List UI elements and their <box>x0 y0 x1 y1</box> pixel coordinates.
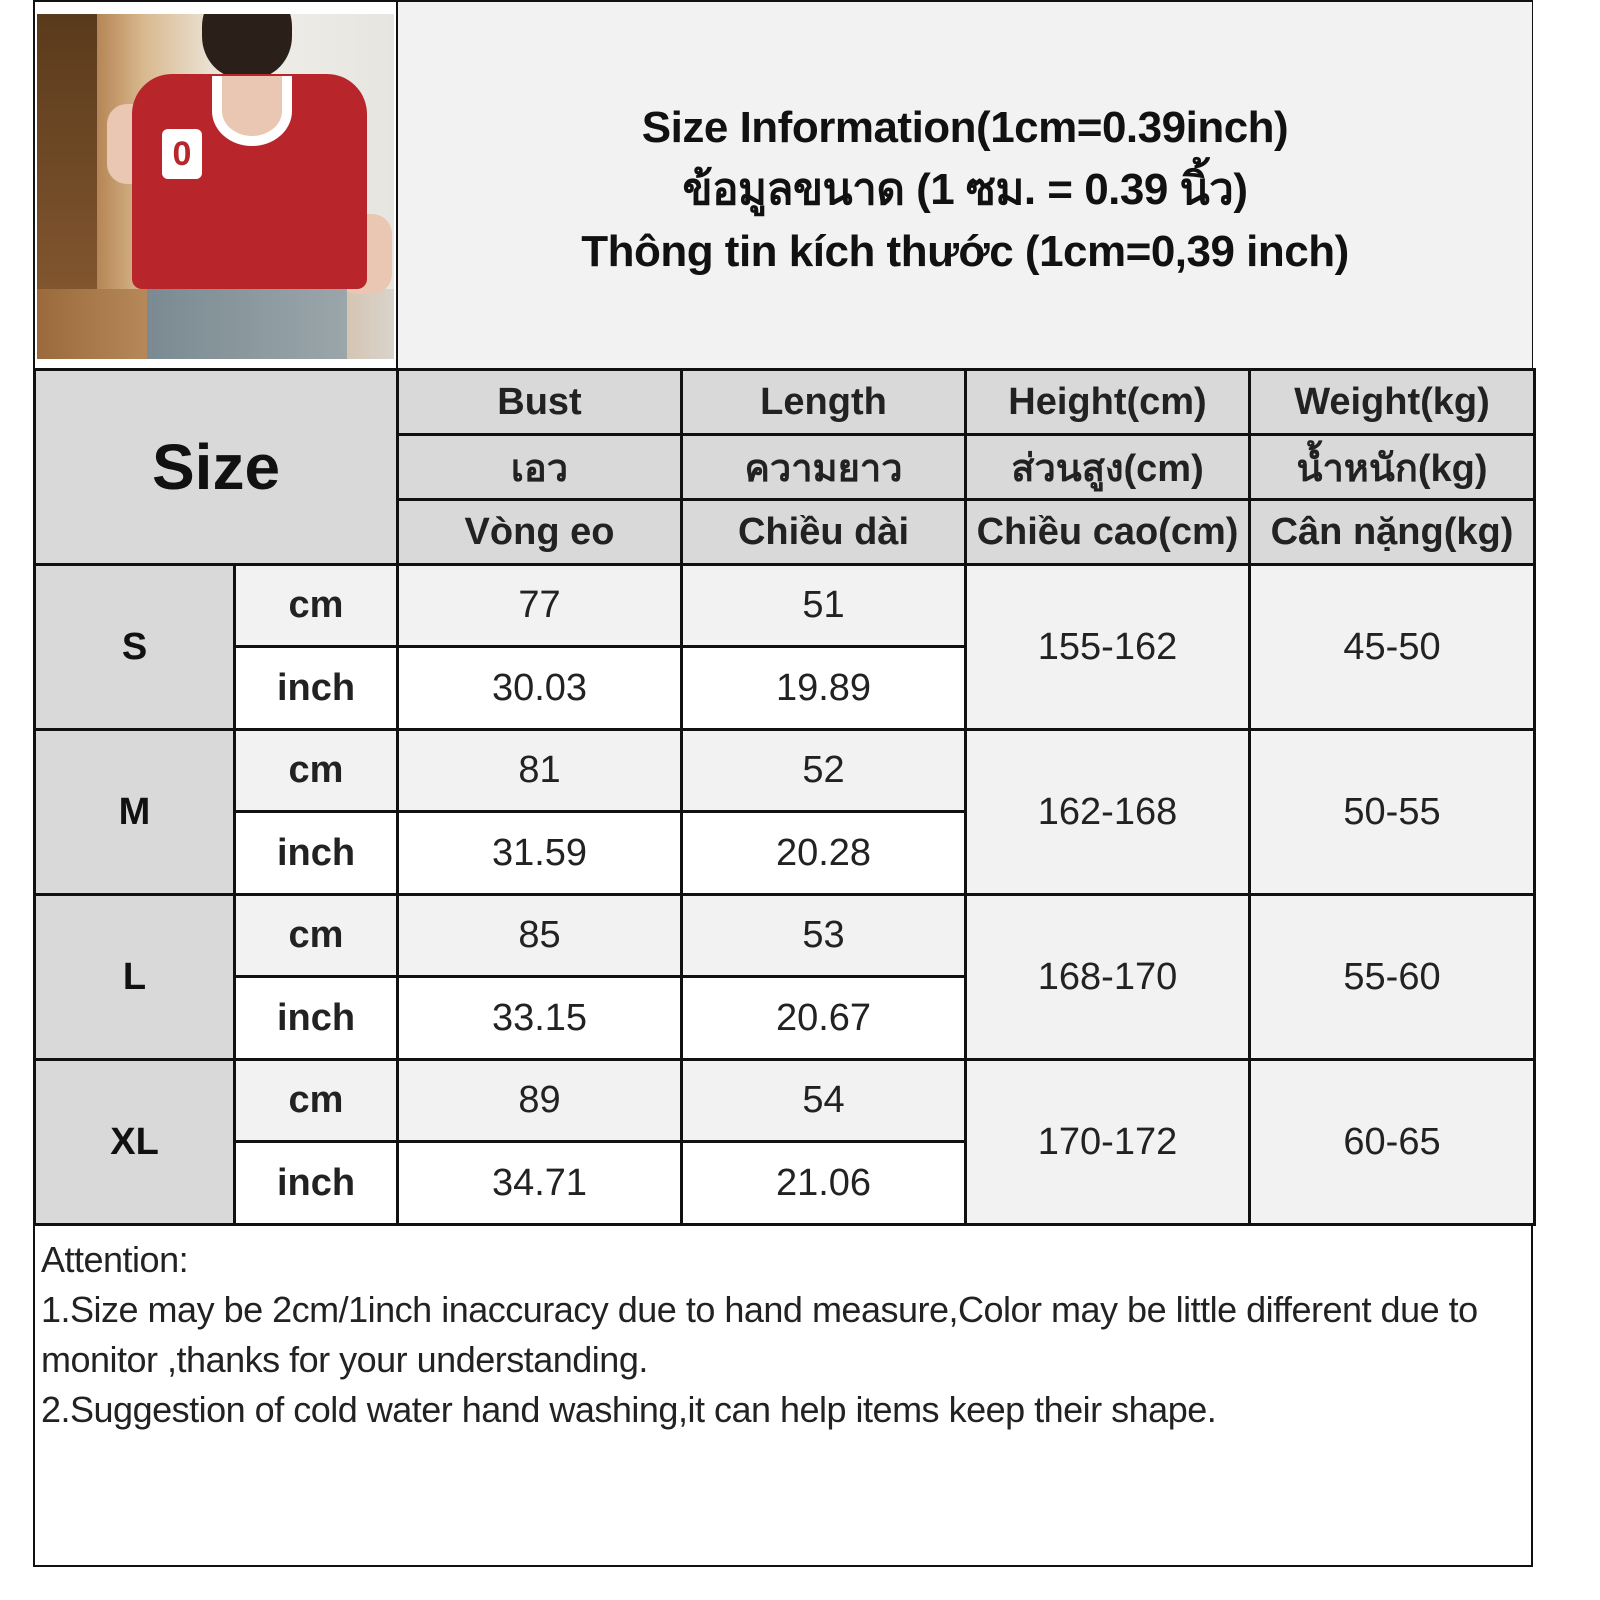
header-bust-th: เอว <box>396 433 683 501</box>
header-length-vi: Chiều dài <box>680 498 967 566</box>
bust-inch: 30.03 <box>396 645 683 731</box>
table-row: inch 33.15 20.67 <box>35 975 1535 1061</box>
weight-range: 55-60 <box>1248 893 1536 1061</box>
table-row: inch 34.71 21.06 <box>35 1140 1535 1226</box>
height-range: 162-168 <box>964 728 1251 896</box>
bust-cm: 77 <box>396 563 683 648</box>
header-bust-en: Bust <box>396 368 683 436</box>
bust-cm: 89 <box>396 1058 683 1143</box>
length-cm: 52 <box>680 728 967 813</box>
title-vietnamese: Thông tin kích thước (1cm=0,39 inch) <box>581 227 1349 276</box>
title-block: Size Information(1cm=0.39inch) ข้อมูลขนา… <box>396 2 1532 368</box>
unit-cm: cm <box>233 1058 399 1143</box>
unit-cm: cm <box>233 563 399 648</box>
size-header: Size <box>33 368 399 566</box>
header-weight-vi: Cân nặng(kg) <box>1248 498 1536 566</box>
height-range: 168-170 <box>964 893 1251 1061</box>
note-item: 1.Size may be 2cm/1inch inaccuracy due t… <box>41 1289 1478 1380</box>
product-photo: 0 <box>37 14 394 359</box>
length-inch: 20.28 <box>680 810 967 896</box>
notes-heading: Attention: <box>41 1239 189 1280</box>
note-item: 2.Suggestion of cold water hand washing,… <box>41 1389 1217 1430</box>
title-thai: ข้อมูลขนาด (1 ซม. = 0.39 นิ้ว) <box>682 165 1248 214</box>
bust-inch: 31.59 <box>396 810 683 896</box>
bust-inch: 33.15 <box>396 975 683 1061</box>
attention-notes: Attention: 1.Size may be 2cm/1inch inacc… <box>41 1235 1526 1435</box>
table-row: M cm 81 52 162-168 50-55 <box>33 728 1536 896</box>
size-label: L <box>33 893 236 1061</box>
unit-inch: inch <box>233 645 399 731</box>
length-cm: 53 <box>680 893 967 978</box>
bust-cm: 85 <box>396 893 683 978</box>
table-row: inch 30.03 19.89 <box>35 645 1535 731</box>
header-height-th: ส่วนสูง(cm) <box>964 433 1251 501</box>
header-bust-vi: Vòng eo <box>396 498 683 566</box>
size-label: XL <box>33 1058 236 1226</box>
size-label: M <box>33 728 236 896</box>
header-weight-en: Weight(kg) <box>1248 368 1536 436</box>
weight-range: 45-50 <box>1248 563 1536 731</box>
length-inch: 21.06 <box>680 1140 967 1226</box>
bust-inch: 34.71 <box>396 1140 683 1226</box>
photo-collar <box>212 76 292 146</box>
bust-cm: 81 <box>396 728 683 813</box>
title-english: Size Information(1cm=0.39inch) <box>641 103 1289 152</box>
table-row: L cm 85 53 168-170 55-60 <box>33 893 1536 1061</box>
height-range: 170-172 <box>964 1058 1251 1226</box>
weight-range: 60-65 <box>1248 1058 1536 1226</box>
table-row: XL cm 89 54 170-172 60-65 <box>33 1058 1536 1226</box>
length-inch: 19.89 <box>680 645 967 731</box>
photo-patch: 0 <box>162 129 202 179</box>
unit-cm: cm <box>233 893 399 978</box>
table-row: inch 31.59 20.28 <box>35 810 1535 896</box>
length-cm: 51 <box>680 563 967 648</box>
length-inch: 20.67 <box>680 975 967 1061</box>
photo-jeans <box>147 289 347 359</box>
length-cm: 54 <box>680 1058 967 1143</box>
header-height-en: Height(cm) <box>964 368 1251 436</box>
header-height-vi: Chiều cao(cm) <box>964 498 1251 566</box>
unit-inch: inch <box>233 1140 399 1226</box>
size-label: S <box>33 563 236 731</box>
table-row: S cm 77 51 155-162 45-50 <box>33 563 1536 731</box>
photo-hair <box>202 14 292 79</box>
unit-inch: inch <box>233 810 399 896</box>
size-table: Size Bust Length Height(cm) Weight(kg) เ… <box>33 368 1536 1226</box>
header-length-th: ความยาว <box>680 433 967 501</box>
header-length-en: Length <box>680 368 967 436</box>
height-range: 155-162 <box>964 563 1251 731</box>
unit-cm: cm <box>233 728 399 813</box>
weight-range: 50-55 <box>1248 728 1536 896</box>
unit-inch: inch <box>233 975 399 1061</box>
header-weight-th: น้ำหนัก(kg) <box>1248 433 1536 501</box>
